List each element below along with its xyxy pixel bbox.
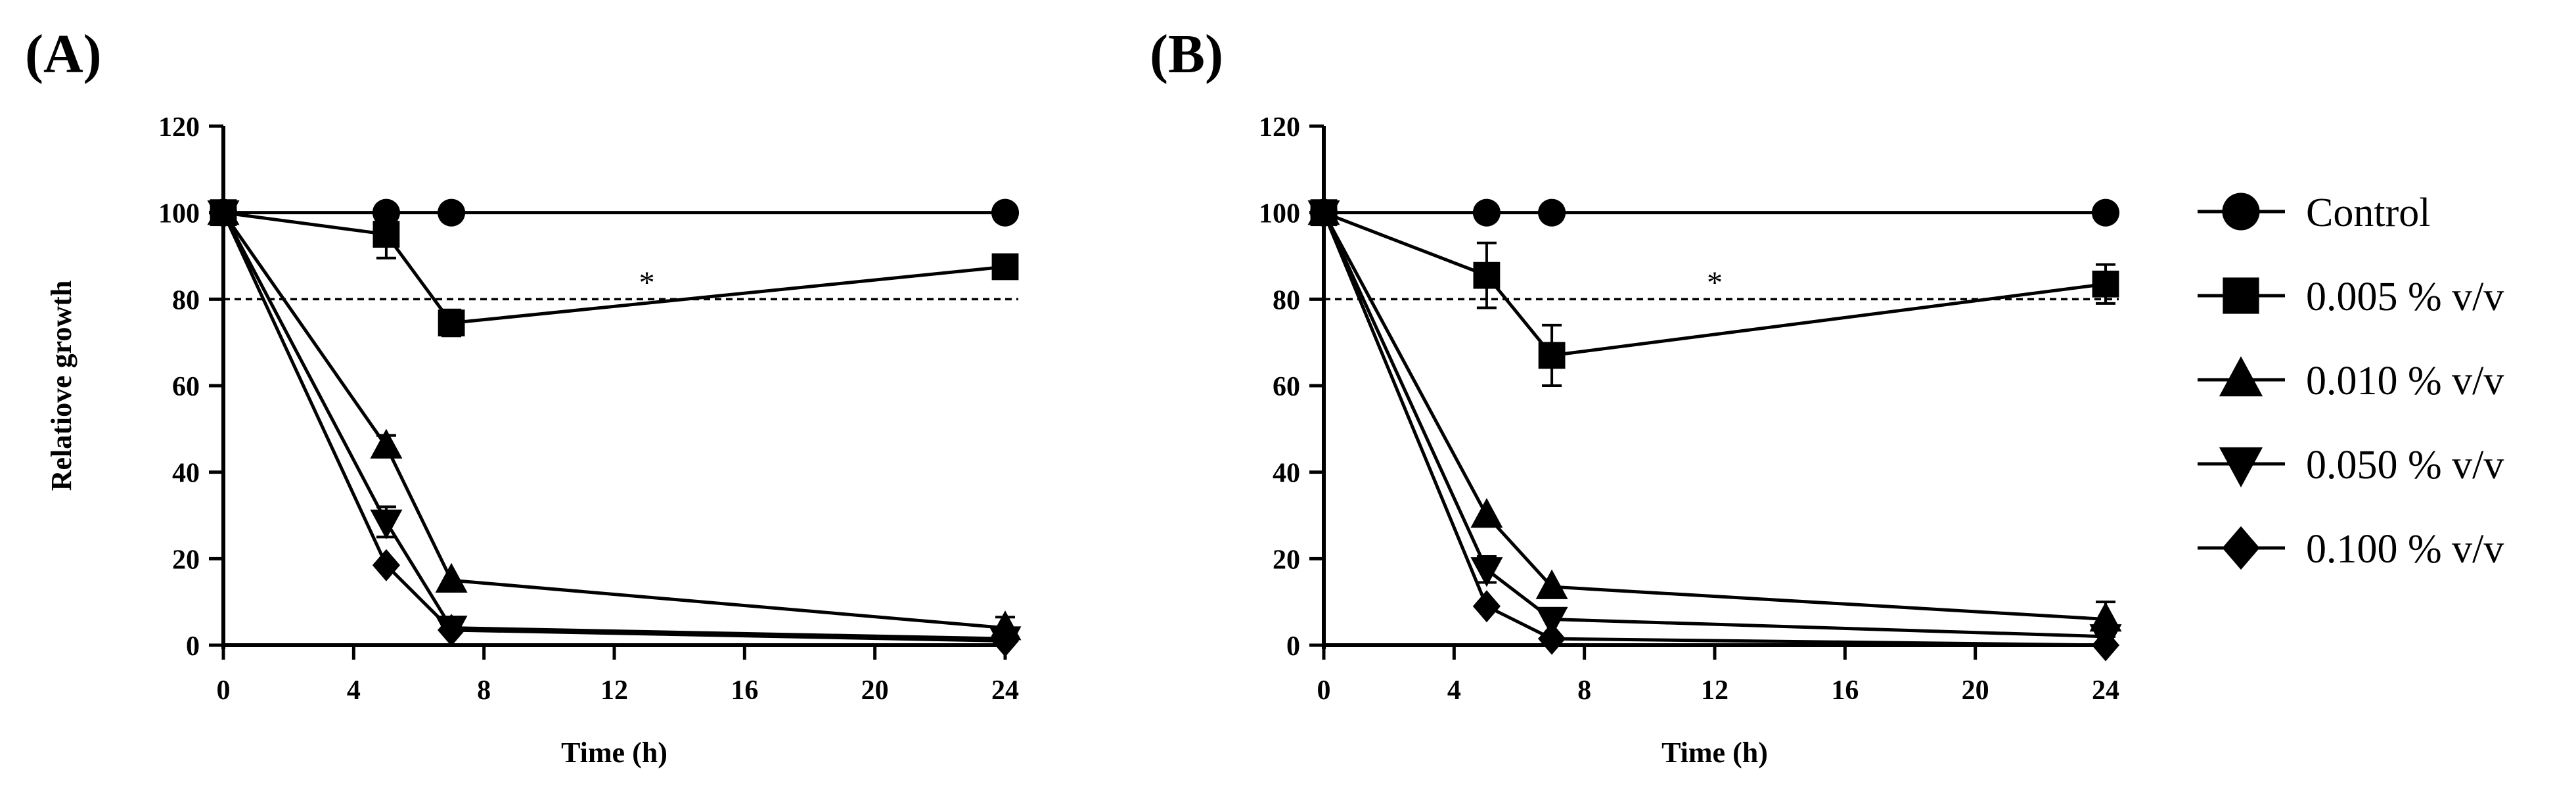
x-axis-title: Time (h)	[561, 737, 667, 769]
data-point	[1535, 606, 1568, 637]
legend-label: 0.100 % v/v	[2306, 527, 2504, 572]
series-line	[223, 211, 1006, 325]
data-point	[1470, 557, 1503, 587]
y-tick-label: 60	[1273, 372, 1300, 402]
y-tick-label: 120	[158, 112, 200, 143]
legend: Control 0.005 % v/v 0.010 % v/v 0.050 % v/v…	[2198, 191, 2504, 572]
x-tick-label: 4	[347, 675, 361, 706]
legend-marker	[2222, 193, 2260, 231]
legend-label: 0.010 % v/v	[2306, 359, 2504, 403]
data-point	[370, 428, 403, 459]
data-point	[2091, 198, 2120, 227]
data-point	[991, 624, 1020, 657]
data-point	[1538, 198, 1566, 227]
data-point	[373, 221, 400, 248]
series-line	[1322, 212, 2106, 639]
x-tick-label: 16	[1831, 675, 1859, 706]
legend-label: 0.005 % v/v	[2306, 275, 2504, 319]
series-line	[1322, 212, 2106, 647]
data-point	[209, 196, 238, 229]
y-tick-label: 40	[172, 459, 200, 489]
data-point	[2091, 629, 2120, 662]
panel-label: (B)	[1150, 24, 1223, 85]
y-tick-label: 80	[1273, 285, 1300, 315]
x-tick-label: 16	[731, 675, 758, 706]
data-point	[438, 309, 465, 336]
data-point	[2089, 601, 2122, 632]
series-line	[221, 212, 1006, 630]
y-tick-label: 100	[1259, 199, 1300, 229]
data-point	[1470, 497, 1503, 528]
y-tick-label: 20	[172, 545, 200, 575]
data-point	[370, 509, 403, 539]
x-tick-label: 20	[1962, 675, 1989, 706]
data-point	[2092, 270, 2119, 298]
data-point	[435, 562, 468, 593]
x-tick-label: 0	[217, 675, 231, 706]
data-point	[438, 198, 466, 227]
legend-label: Control	[2306, 191, 2430, 235]
data-point	[1309, 196, 1338, 229]
y-tick-label: 40	[1273, 459, 1300, 489]
data-point	[372, 549, 400, 581]
series-line	[221, 212, 1006, 643]
x-axis-title: Time (h)	[1661, 737, 1768, 769]
x-tick-label: 12	[600, 675, 628, 706]
y-tick-label: 60	[172, 372, 200, 402]
y-axis-title: Relatiove growth	[45, 281, 78, 491]
y-tick-label: 120	[1259, 112, 1300, 143]
y-tick-label: 80	[172, 285, 200, 315]
y-tick-label: 0	[1286, 631, 1300, 662]
legend-marker	[2222, 526, 2260, 570]
data-point	[1538, 622, 1566, 655]
y-tick-label: 100	[158, 199, 200, 229]
panel-a: (A) 0 20 40 60 80 100 120 0 4 8 12 16 20 24 Time (h) Rel…	[25, 24, 1022, 769]
data-point	[1472, 590, 1501, 623]
data-point	[991, 198, 1020, 227]
y-tick-label: 0	[186, 631, 200, 662]
legend-marker	[2223, 277, 2259, 314]
data-point	[1535, 569, 1568, 599]
legend-label: 0.050 % v/v	[2306, 443, 2504, 488]
series-line	[1322, 212, 2106, 621]
data-point	[1472, 198, 1501, 227]
significance-star: *	[639, 265, 655, 300]
x-tick-label: 12	[1701, 675, 1729, 706]
x-tick-label: 0	[1317, 675, 1331, 706]
series-line	[1323, 211, 2106, 357]
x-tick-label: 8	[1577, 675, 1591, 706]
x-tick-label: 8	[477, 675, 491, 706]
x-tick-label: 24	[2092, 675, 2119, 706]
panel-b: (B) 0 20 40 60 80 100 120 0 4 8 12 16 20 24 Time (h) *	[1150, 24, 2122, 769]
data-point	[1473, 261, 1501, 289]
significance-star: *	[1707, 265, 1723, 300]
data-point	[991, 253, 1019, 281]
x-tick-label: 20	[861, 675, 889, 706]
y-tick-label: 20	[1273, 545, 1300, 575]
legend-marker	[2219, 356, 2263, 397]
x-tick-label: 24	[991, 675, 1019, 706]
data-point	[1538, 342, 1566, 369]
data-point	[438, 614, 466, 647]
panel-label: (A)	[25, 24, 102, 85]
x-tick-label: 4	[1447, 675, 1461, 706]
legend-marker	[2219, 447, 2263, 488]
series-line	[221, 212, 1006, 641]
